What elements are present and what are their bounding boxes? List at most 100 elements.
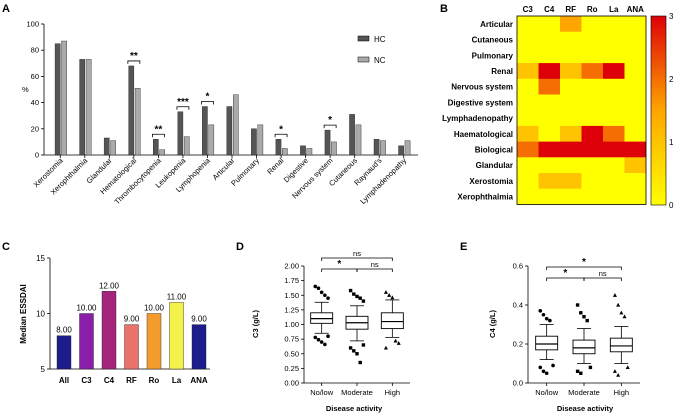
panel-e-outlier-point (622, 314, 627, 319)
panel-c-bar-chart: Median ESSDAI 5 10 15 8.00 All 10.00 C3 12.00 C4… (19, 254, 210, 385)
panel-a-significance-bracket (152, 133, 165, 138)
panel-e-y-tick-label: 0.2 (513, 340, 523, 349)
heatmap-cell (603, 110, 625, 127)
panel-e-outlier-point (612, 293, 617, 297)
panel-a-y-tick-label: 20 (31, 124, 39, 133)
heatmap-cell (560, 173, 582, 189)
panel-a-bar-nc (134, 87, 141, 156)
panel-d-outlier-point (390, 295, 395, 300)
heatmap-cell (517, 141, 539, 158)
heatmap-cell (603, 173, 625, 189)
panel-d-x-tick-label: No/low (310, 388, 334, 397)
panel-d-outlier-point (352, 349, 356, 353)
colorbar (650, 15, 667, 206)
panel-c-y-axis-label: Median ESSDAI (19, 284, 28, 344)
panel-c-bar-rf (124, 324, 139, 370)
heatmap-cell (538, 94, 561, 111)
panel-d-outlier-point (348, 346, 353, 350)
panel-a-y-axis-label: % (22, 85, 29, 94)
panel-e-outlier-point (544, 316, 549, 321)
panel-a-bar-hc (275, 139, 282, 156)
panel-d-outlier-point (396, 341, 401, 345)
panel-c-x-tick-label: C4 (104, 376, 115, 385)
heatmap-cell (624, 31, 647, 48)
heatmap-cell (603, 31, 625, 48)
heatmap-cell (560, 16, 582, 32)
panel-d-y-tick-label: 1.50 (284, 291, 299, 300)
heatmap-cell (560, 31, 582, 48)
panel-d-significance-bracket (356, 268, 393, 272)
heatmap-cell (517, 78, 539, 95)
panel-c-data-label: 10.00 (76, 304, 97, 313)
heatmap-column-label: La (609, 5, 619, 14)
heatmap-cell (603, 141, 625, 158)
panel-d-box (380, 312, 404, 330)
panel-a-significance-label: ** (130, 51, 138, 62)
panel-a-bar-nc (208, 124, 215, 156)
heatmap-cell (560, 63, 582, 80)
panel-e-box (535, 335, 559, 351)
panel-label-e: E (460, 241, 467, 253)
panel-a-bar-nc (61, 40, 67, 156)
panel-a-bar-nc (355, 124, 362, 156)
panel-a-significance-bracket (274, 133, 288, 138)
panel-d-x-tick-label: High (385, 388, 400, 397)
panel-e-outlier-point (612, 369, 617, 373)
panel-a-bar-nc (257, 124, 264, 156)
panel-a-bar-hc (202, 106, 208, 156)
heatmap-cell (624, 47, 647, 64)
panel-d-outlier-point (355, 352, 359, 356)
colorbar-tick-label: 3 (669, 12, 674, 21)
panel-d-outlier-point (355, 294, 359, 299)
heatmap-cell (581, 47, 604, 64)
panel-d-outlier-point (358, 360, 362, 365)
panel-c-x-tick-label: RF (126, 376, 137, 385)
panel-a-y-tick-label: 0 (35, 151, 39, 160)
heatmap-cell (581, 157, 604, 174)
panel-e-x-tick-label: High (614, 388, 629, 397)
heatmap-cell (581, 78, 604, 95)
panel-d-outlier-point (383, 345, 388, 350)
heatmap-column-label: Ro (587, 5, 598, 14)
panel-a-bar-hc (251, 128, 257, 156)
panel-a-y-tick-label: 80 (31, 46, 39, 55)
panel-e-outlier-point (551, 363, 555, 368)
panel-c-data-label: 9.00 (124, 315, 140, 324)
panel-a-y-tick-label: 60 (31, 72, 39, 81)
heatmap-row-label: Lymphadenopathy (442, 114, 513, 123)
heatmap-cell (517, 94, 539, 111)
heatmap-cell (603, 157, 625, 174)
heatmap-cell (581, 110, 604, 127)
panel-e-outlier-point (541, 369, 546, 374)
heatmap-cell (538, 47, 561, 64)
legend-swatch-nc (357, 56, 370, 63)
panel-c-bar-ro (146, 313, 162, 370)
panel-a-bar-nc (159, 149, 166, 156)
panel-a-bar-hc (324, 129, 331, 156)
heatmap-row-label: Digestive system (448, 98, 513, 107)
heatmap-row-label: Xerostomia (469, 177, 513, 186)
heatmap-cell (538, 63, 561, 80)
heatmap-cell (624, 141, 647, 158)
panel-e-outlier-point (538, 365, 543, 370)
panel-a-bar-nc (306, 148, 313, 156)
panel-d-y-tick-label: 0.75 (284, 335, 299, 344)
panel-a-bar-nc (110, 140, 116, 156)
panel-a-bar-nc (183, 136, 190, 156)
panel-e-outlier-point (544, 371, 549, 376)
heatmap-row-label: Xerophthalmia (457, 193, 513, 202)
heatmap-cell (517, 157, 539, 174)
panel-e-outlier-point (619, 310, 624, 315)
panel-d-outlier-point (393, 338, 398, 343)
panel-e-box-plot: C4 (g/L) Disease activity 0.0 0.2 0.4 0.6 No… (488, 257, 640, 413)
panel-c-data-label: 12.00 (99, 281, 120, 290)
panel-a-x-tick-label: Renal (265, 156, 285, 176)
panel-a-significance-bracket (176, 106, 190, 110)
heatmap-cell (517, 125, 539, 142)
heatmap-column-label: C3 (523, 5, 534, 14)
panel-e-outlier-point (582, 315, 586, 319)
panel-e-y-tick-label: 0.6 (513, 262, 523, 271)
panel-c-bar-all (56, 335, 72, 370)
panel-a-bar-hc (79, 59, 85, 156)
